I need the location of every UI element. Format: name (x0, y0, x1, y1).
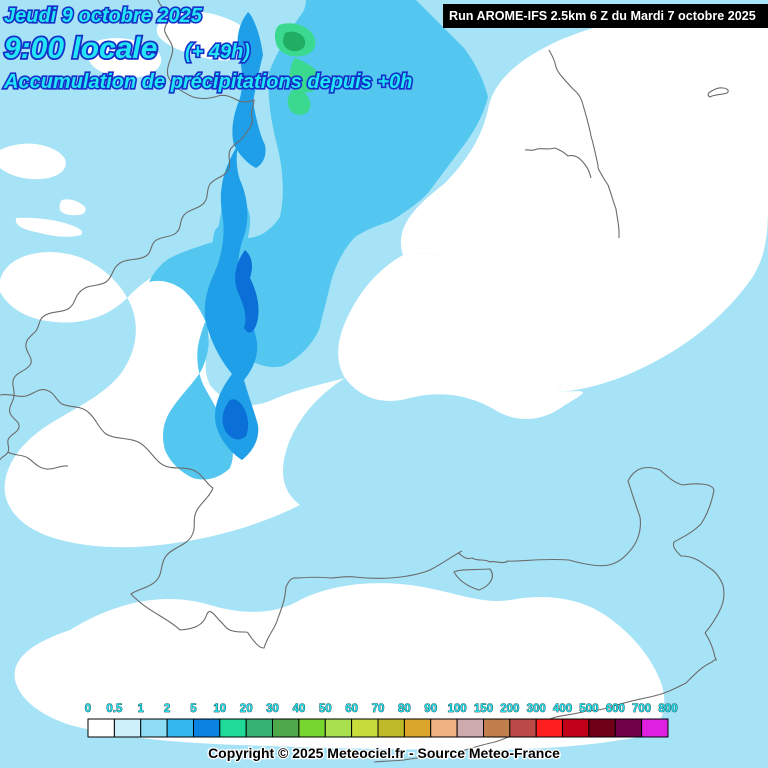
svg-text:200: 200 (500, 703, 519, 715)
svg-text:Jeudi 9 octobre 2025: Jeudi 9 octobre 2025 (4, 5, 203, 27)
svg-text:0: 0 (85, 703, 91, 715)
svg-text:(+ 49h): (+ 49h) (185, 41, 250, 63)
svg-text:Accumulation de précipitations: Accumulation de précipitations depuis +0… (3, 71, 412, 93)
svg-text:0.5: 0.5 (106, 703, 123, 715)
svg-text:10: 10 (213, 703, 226, 715)
svg-text:Run AROME-IFS 2.5km 6 Z du Mar: Run AROME-IFS 2.5km 6 Z du Mardi 7 octob… (449, 9, 756, 23)
svg-text:9:00 locale: 9:00 locale (4, 32, 157, 65)
svg-text:90: 90 (424, 703, 437, 715)
svg-text:700: 700 (632, 703, 651, 715)
svg-text:50: 50 (319, 703, 332, 715)
svg-text:60: 60 (345, 703, 358, 715)
svg-text:5: 5 (190, 703, 197, 715)
svg-text:800: 800 (658, 703, 677, 715)
svg-text:400: 400 (553, 703, 572, 715)
svg-text:80: 80 (398, 703, 411, 715)
svg-text:150: 150 (474, 703, 493, 715)
svg-text:40: 40 (293, 703, 306, 715)
svg-text:1: 1 (137, 703, 144, 715)
svg-text:500: 500 (579, 703, 598, 715)
svg-text:2: 2 (164, 703, 170, 715)
svg-text:70: 70 (372, 703, 385, 715)
svg-text:20: 20 (240, 703, 253, 715)
svg-text:Copyright © 2025 Meteociel.fr: Copyright © 2025 Meteociel.fr - Source M… (208, 745, 560, 761)
svg-text:30: 30 (266, 703, 279, 715)
svg-text:100: 100 (448, 703, 467, 715)
svg-text:600: 600 (606, 703, 625, 715)
svg-text:300: 300 (527, 703, 546, 715)
